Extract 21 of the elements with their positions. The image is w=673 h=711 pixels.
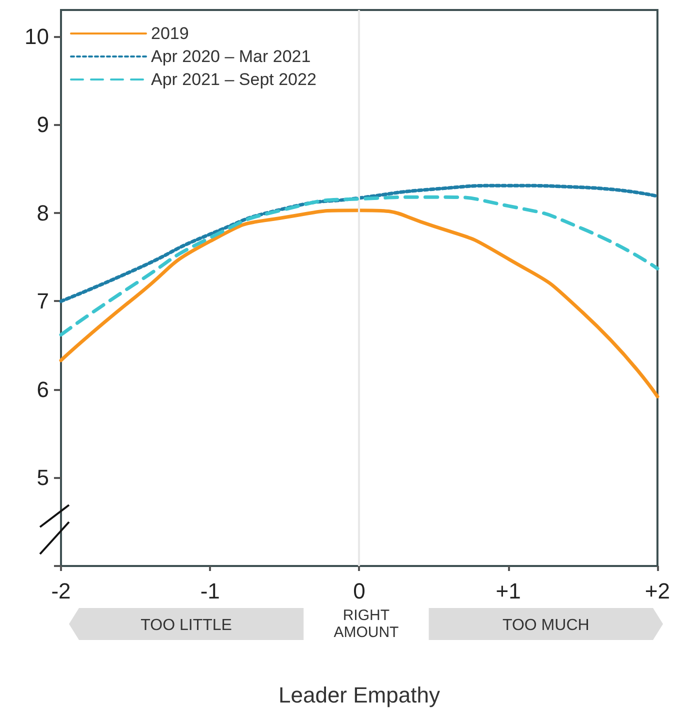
legend-label: Apr 2021 – Sept 2022 [151,70,316,89]
x-axis-title: Leader Empathy [278,682,440,708]
text: TOO MUCH [502,617,590,634]
y-tick-label: 9 [36,112,49,138]
line-series [59,208,660,398]
x-tick-label: -1 [200,578,220,604]
x-tick-label: +1 [496,578,521,604]
x-tick-label: -2 [51,578,71,604]
x-tick-label: +2 [644,578,670,604]
legend-label: Apr 2020 – Mar 2021 [151,47,311,66]
y-tick-label: 10 [24,24,49,49]
y-tick-label: 7 [36,288,49,314]
x-tick-label: 0 [353,578,366,604]
y-tick-label: 5 [36,465,49,490]
text: TOO LITTLE [140,617,232,634]
line-series [59,184,660,303]
text: RIGHT AMOUNT [334,607,399,641]
y-tick-label: 6 [36,376,49,402]
y-tick-label: 8 [36,200,49,226]
line-series [59,195,660,337]
legend-label: 2019 [151,24,189,43]
